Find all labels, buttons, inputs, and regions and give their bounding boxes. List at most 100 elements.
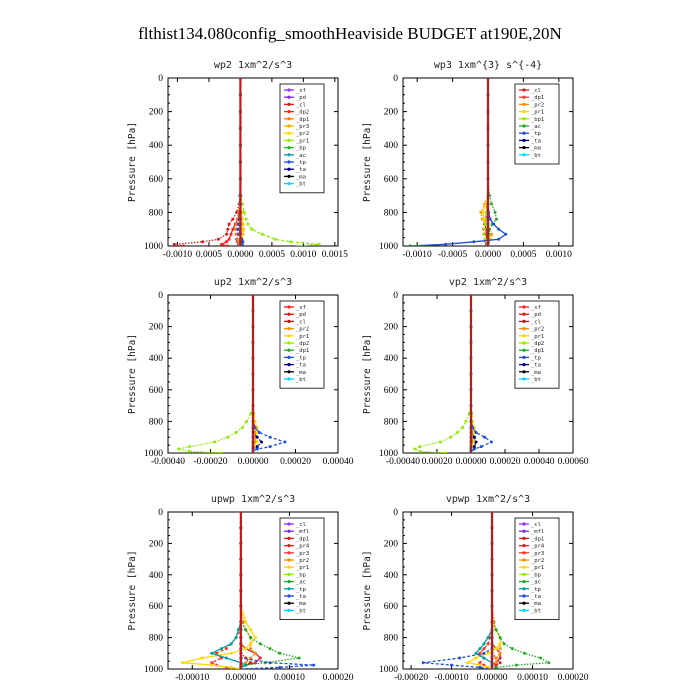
legend-label: _ma: [296, 174, 306, 180]
data-point-ta: [268, 661, 272, 665]
legend-label: _mfl: [296, 529, 309, 535]
legend-label: _bt: [296, 377, 306, 383]
legend-marker: [287, 327, 291, 331]
x-tick-label: 0.00000: [225, 673, 256, 683]
data-point-ac: [498, 636, 502, 640]
data-point-pr1: [466, 661, 470, 665]
x-tick-label: -0.00040: [386, 457, 420, 467]
legend-marker: [522, 146, 526, 150]
legend: _cl_mfl_dp1_pr4_pr3_pr2_pr1_bp_ac_tp_ta_…: [514, 517, 560, 620]
data-point-dp2: [464, 419, 468, 423]
series-line-tp: [410, 78, 507, 246]
legend-marker: [287, 348, 291, 352]
y-tick-label: 800: [149, 208, 164, 218]
data-point-dp2: [461, 426, 464, 430]
data-point-tp: [479, 445, 483, 449]
legend-label: _tp: [296, 355, 306, 361]
y-tick-label: 1000: [144, 449, 163, 459]
legend-label: _bp: [296, 572, 306, 578]
series-line-ac: [491, 512, 551, 669]
data-point-tp: [210, 651, 214, 655]
legend-label: _dp1: [296, 117, 309, 123]
legend-label: _pr1: [531, 334, 544, 340]
legend-marker: [287, 580, 291, 584]
data-point-tp: [219, 647, 223, 651]
data-point-ta: [260, 440, 263, 444]
y-tick-label: 0: [158, 508, 163, 518]
legend-marker: [522, 124, 526, 128]
data-point-pr1: [229, 665, 233, 669]
data-point-tp: [268, 445, 272, 449]
series-line-ac: [240, 512, 300, 669]
legend-marker: [287, 572, 291, 577]
series-line-pr1: [465, 512, 501, 669]
data-point-bp1: [484, 217, 488, 221]
legend-marker: [287, 594, 291, 598]
data-point-pr1: [260, 232, 264, 236]
data-point-cl: [231, 217, 235, 221]
legend-marker: [287, 544, 291, 548]
y-tick-label: 200: [149, 108, 164, 118]
data-point-pr1: [482, 217, 486, 221]
panel-title: upwp 1xm^2/s^3: [211, 494, 295, 505]
data-point-pr2: [498, 647, 502, 651]
data-point-tp: [229, 642, 233, 646]
data-point-pr4: [498, 656, 502, 660]
data-point-pr2: [498, 651, 502, 655]
data-point-pr1: [244, 217, 248, 221]
legend-marker: [287, 363, 291, 367]
y-tick-label: 0: [158, 291, 163, 301]
series-group: [413, 295, 493, 453]
legend-label: _cl: [531, 88, 541, 94]
y-tick-label: 400: [384, 571, 399, 581]
data-point-ac: [522, 651, 526, 655]
data-point-dp2: [231, 227, 235, 231]
data-point-cl: [225, 232, 229, 236]
data-point-ac: [297, 656, 301, 660]
data-point-dp2: [245, 419, 249, 423]
legend-marker: [522, 153, 526, 157]
data-point-tp: [474, 430, 478, 434]
data-point-tp: [224, 656, 228, 660]
data-point-dp2: [213, 440, 217, 444]
data-point-tp: [482, 656, 486, 660]
legend-label: _dp1: [531, 95, 544, 101]
legend-label: _dp1: [531, 536, 544, 542]
data-point-bp1: [482, 232, 486, 236]
legend-label: _pr2: [296, 558, 309, 564]
data-point-ta: [458, 656, 462, 660]
data-point-cl: [226, 227, 230, 231]
legend-label: _sf: [296, 305, 306, 311]
data-point-ta: [278, 665, 282, 669]
x-tick-label: -0.0010: [403, 250, 433, 260]
legend-marker: [522, 529, 526, 533]
legend-marker: [287, 131, 291, 135]
data-point-pr1: [273, 237, 277, 241]
legend-marker: [287, 312, 291, 316]
legend-label: _pr1: [296, 565, 309, 571]
data-point-ac: [547, 661, 551, 665]
legend-marker: [522, 110, 526, 114]
data-point-pr2: [249, 647, 253, 651]
y-tick-label: 0: [158, 74, 163, 84]
legend-marker: [287, 377, 291, 381]
data-point-dp2: [418, 449, 422, 453]
data-point-dp2: [227, 237, 231, 241]
data-point-pr1: [253, 419, 257, 423]
data-point-cl: [182, 244, 186, 246]
legend-marker: [522, 587, 526, 591]
legend-marker: [287, 110, 291, 114]
legend-label: _pr1: [296, 138, 309, 144]
data-point-bp1: [483, 222, 487, 226]
data-point-dp2: [444, 451, 447, 453]
legend-marker: [522, 572, 526, 577]
legend: _cl_dp1_pr2 _pr1_bp1_ac_tp_ta _ma_bt: [514, 83, 560, 165]
legend-marker: [287, 88, 291, 92]
data-point-pr1: [249, 628, 253, 632]
data-point-pr3: [210, 661, 214, 665]
legend-marker: [522, 319, 526, 323]
y-tick-label: 1000: [144, 242, 163, 252]
y-tick-label: 200: [384, 108, 399, 118]
legend-label: _dp1: [531, 348, 544, 354]
